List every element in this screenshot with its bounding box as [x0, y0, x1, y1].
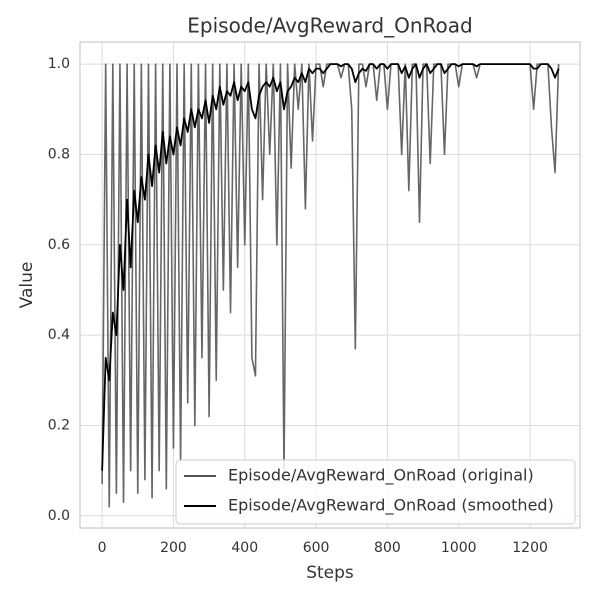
y-tick-label: 0.8 — [48, 146, 70, 162]
y-axis-label: Value — [17, 262, 37, 309]
x-tick-label: 200 — [160, 540, 187, 556]
line-series — [101, 63, 560, 471]
x-tick-label: 0 — [98, 540, 107, 556]
chart-title: Episode/AvgReward_OnRoad — [187, 14, 472, 38]
x-tick-label: 800 — [374, 540, 401, 556]
legend-label: Episode/AvgReward_OnRoad (original) — [228, 466, 534, 486]
x-axis-label: Steps — [306, 563, 354, 583]
y-tick-label: 0.0 — [48, 508, 70, 524]
x-tick-label: 1200 — [512, 540, 548, 556]
y-tick-label: 1.0 — [48, 56, 70, 72]
y-tick-label: 0.2 — [48, 417, 70, 433]
y-tick-label: 0.6 — [48, 237, 70, 253]
y-tick-label: 0.4 — [48, 327, 70, 343]
x-tick-label: 400 — [231, 540, 258, 556]
x-tick-label: 1000 — [441, 540, 477, 556]
x-tick-label: 600 — [303, 540, 330, 556]
legend-box — [175, 459, 576, 525]
legend-label: Episode/AvgReward_OnRoad (smoothed) — [228, 496, 554, 516]
plot-border — [79, 41, 581, 529]
